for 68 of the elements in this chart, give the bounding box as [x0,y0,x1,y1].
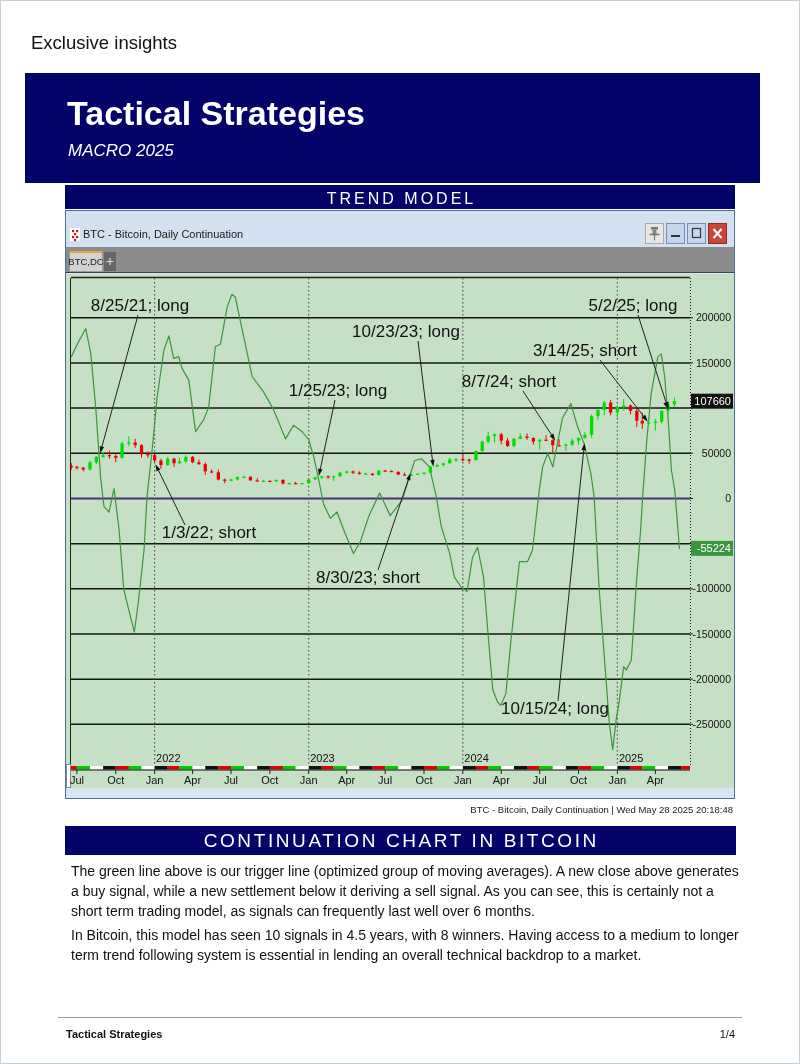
candlestick [197,459,201,466]
candlestick [635,408,639,428]
ref-line-label: 2022 [156,752,181,764]
candlestick [268,480,272,483]
candlestick [75,465,79,471]
text: TREND MODEL [326,189,477,207]
candlestick [242,475,246,479]
candlestick [589,413,594,439]
line-series [70,293,681,751]
x-tick-label: Oct [415,774,433,786]
candlestick [557,438,561,448]
text: The green line above is our trigger line (optimized group of moving averages). A new close above generates a buy signal, while a new settlement below it deriving a sell signal. As you can see, this is certainly not a short term trading model, as signals can frequently last well over 6 months. [71,861,740,921]
y-tick-label: 200000 [695,311,732,324]
y-tick-label: 150000 [695,356,732,369]
annotation: 10/15/24; long [501,699,609,718]
y-tick-label: -100000 [692,582,732,595]
annotation: -55224 [696,542,731,555]
x-tick-label: Jan [453,774,472,786]
x-tick-label: Jan [299,774,318,786]
y-tick-label: -250000 [692,718,732,731]
annotation: 8/7/24; short [461,372,557,391]
candlestick [583,431,587,440]
text: In Bitcoin, this model has seen 10 signals in 4.5 years, with 8 winners. Having access to a medium to longer term trend following system is essential in lending an overall technical backdrop to a market. [71,926,740,965]
x-tick-label: Oct [107,774,125,786]
annotation: 10/23/23; long [352,322,460,341]
x-tick-label: Jul [224,774,239,786]
candlestick [544,434,548,442]
x-tick-label: Jan [608,774,627,786]
text: BTC - Bitcoin, Daily Continuation [83,228,244,240]
x-tick-label: Jul [378,774,393,786]
x-tick-label: Oct [261,774,279,786]
ref-line-label: 2025 [618,752,644,764]
y-tick-label: -150000 [692,627,732,640]
text: CONTINUATION CHART IN BITCOIN [203,829,599,851]
candlestick [326,474,330,480]
annotation: 1/3/22; short [161,523,257,542]
annotation: 5/2/25; long [588,296,678,315]
candlestick [351,469,355,475]
candlestick [525,432,529,441]
candlestick [159,458,163,470]
candlestick [596,407,600,421]
ref-line-label: 2023 [310,752,335,764]
y-tick-label: 0 [725,492,732,505]
candlestick [454,457,458,463]
text: BTC - Bitcoin, Daily Continuation | Wed May 28 2025 20:18:48 [470,804,733,815]
annotation: 8/25/21; long [90,296,190,315]
x-tick-label: Apr [184,774,202,786]
x-tick-label: Apr [338,774,356,786]
y-tick-label: 50000 [701,446,732,459]
x-tick-label: Jul [532,774,547,786]
text: 1/4 [719,1028,735,1040]
chart-title: Tactical Strategies [67,94,365,132]
ref-line-label: 2024 [464,752,489,764]
text: Tactical Strategies [66,1028,163,1040]
chart-subtitle: MACRO 2025 [68,140,175,160]
x-tick-label: Apr [646,774,665,786]
text: Exclusive insights [31,31,178,53]
candlestick [172,457,176,468]
text: BTC,DC [68,256,104,267]
y-tick-label: -200000 [692,672,732,685]
x-tick-label: Jul [69,774,84,786]
x-tick-label: Apr [492,774,511,786]
candlestick [564,442,568,452]
annotation: 3/14/25; short [533,341,638,360]
x-tick-label: Jan [145,774,164,786]
x-tick-label: Oct [569,774,588,786]
annotation: 8/30/23; short [316,568,421,587]
annotation: 1/25/23; long [288,381,388,400]
